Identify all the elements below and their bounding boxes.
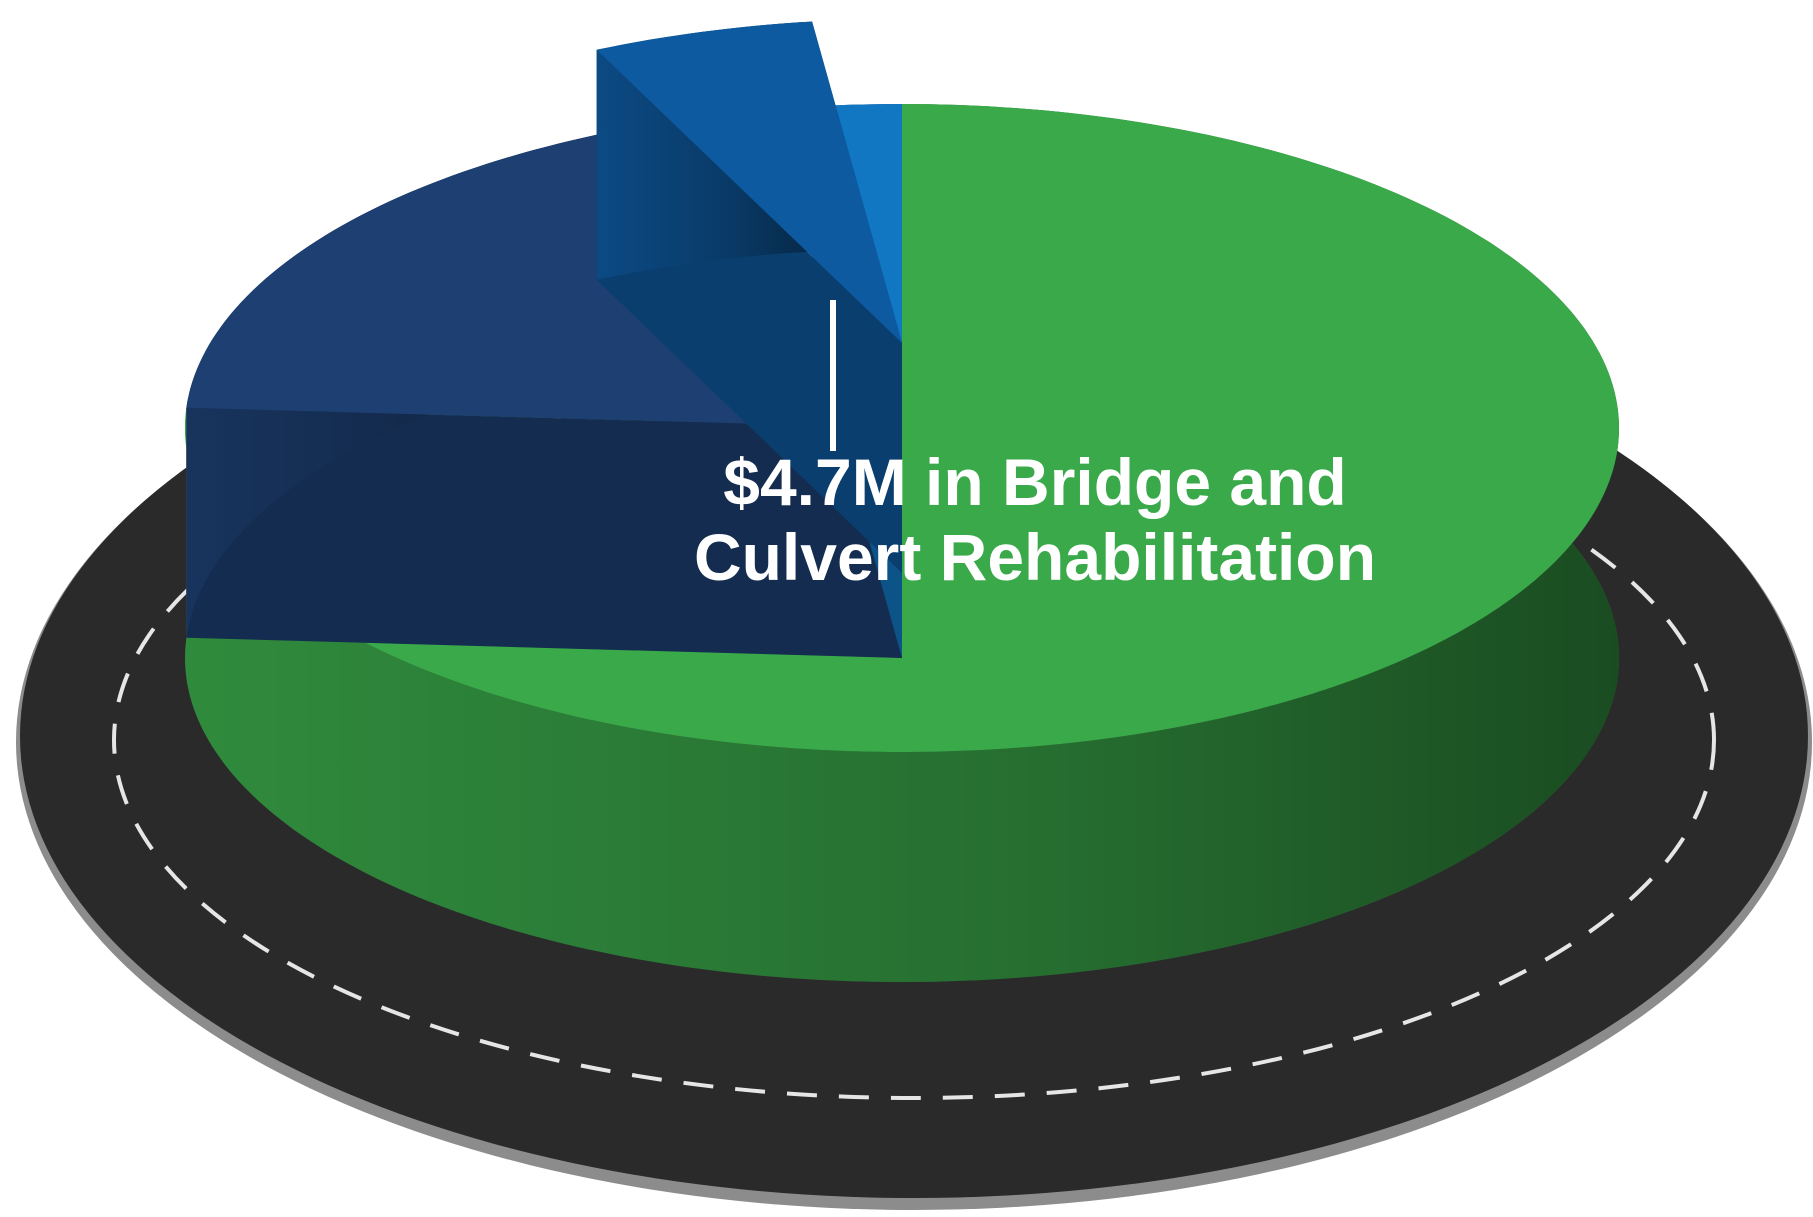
annotation-line: $4.7M in Bridge and [723,445,1346,519]
annotation-line: Culvert Rehabilitation [694,520,1376,594]
page: {"chart_data": { "type": "pie3d", "value… [0,0,1813,1217]
chart: $4.7M in Bridge and Culvert Rehabilitati… [0,0,1813,1217]
